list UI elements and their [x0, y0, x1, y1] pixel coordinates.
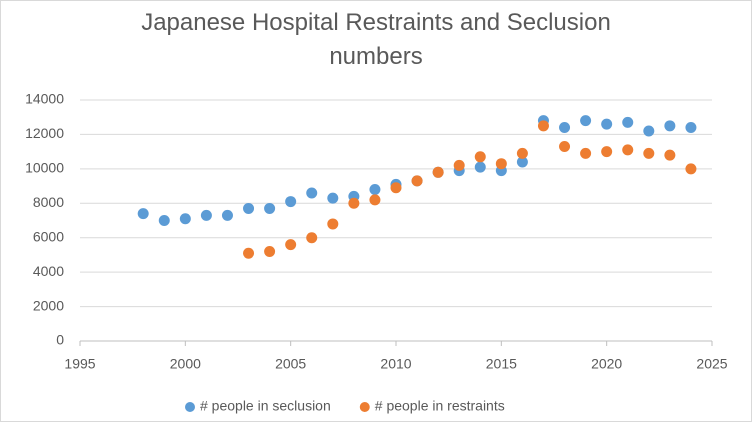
point: [495, 158, 507, 170]
point: [369, 184, 381, 196]
point: [580, 115, 592, 127]
y-tick-label: 4000: [33, 263, 64, 279]
x-tick-label: 2015: [486, 356, 517, 372]
point: [474, 151, 486, 163]
legend-label: # people in seclusion: [200, 398, 331, 414]
point: [221, 209, 233, 221]
point: [474, 161, 486, 173]
point: [685, 122, 697, 134]
y-tick-label: 0: [56, 332, 64, 348]
x-tick-label: 2000: [170, 356, 201, 372]
point: [559, 122, 571, 134]
x-tick-label: 2025: [696, 356, 727, 372]
chart-title: Japanese Hospital Restraints and Seclusi…: [141, 9, 611, 70]
point: [537, 120, 549, 132]
point: [200, 209, 212, 221]
point: [601, 146, 613, 158]
legend-marker: [359, 402, 370, 412]
point: [643, 147, 655, 159]
point: [348, 197, 360, 209]
point: [601, 118, 613, 130]
point: [390, 182, 402, 194]
point: [285, 196, 297, 208]
y-tick-label: 12000: [25, 125, 64, 141]
x-tick-label: 2005: [275, 356, 306, 372]
point: [432, 166, 444, 178]
point: [306, 232, 318, 244]
point: [664, 149, 676, 161]
x-tick-label: 1995: [64, 356, 95, 372]
point: [243, 247, 255, 259]
y-tick-label: 2000: [33, 297, 64, 313]
legend-label: # people in restraints: [375, 398, 505, 414]
x-tick-label: 2020: [591, 356, 622, 372]
point: [327, 218, 339, 230]
point: [559, 140, 571, 152]
point: [643, 125, 655, 137]
y-tick-label: 8000: [33, 194, 64, 210]
point: [264, 245, 276, 257]
y-tick-label: 10000: [25, 160, 64, 176]
point: [453, 159, 465, 171]
y-tick-label: 14000: [25, 91, 64, 107]
point: [158, 215, 170, 226]
point: [264, 202, 276, 214]
point: [285, 239, 297, 251]
point: [306, 187, 318, 199]
point: [580, 147, 592, 159]
point: [179, 213, 191, 225]
point: [516, 147, 528, 159]
point: [369, 194, 381, 206]
y-tick-label: 6000: [33, 228, 64, 244]
point: [411, 175, 423, 187]
point: [622, 144, 634, 156]
point: [137, 208, 149, 220]
point: [327, 192, 339, 204]
point: [516, 156, 528, 168]
point: [243, 202, 255, 214]
point: [664, 120, 676, 132]
legend-marker: [185, 402, 195, 412]
point: [622, 116, 634, 128]
point: [685, 163, 697, 175]
x-tick-label: 2010: [380, 356, 411, 372]
